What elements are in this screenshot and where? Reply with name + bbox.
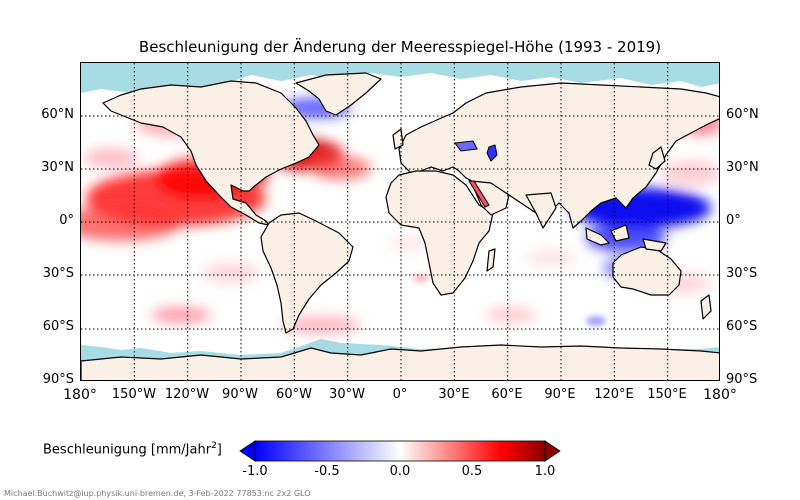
black-sea: [454, 140, 478, 152]
credit-line: Michael.Buchwitz@iup.physik.uni-bremen.d…: [4, 489, 311, 498]
south-america: [260, 212, 354, 334]
colorbar-label-exponent: 2: [211, 441, 217, 451]
lat-label-0-left: 0°: [59, 213, 74, 228]
lon-label-150w: 150°W: [111, 387, 157, 402]
new-zealand: [700, 294, 712, 320]
lat-label-30n-right: 30°N: [726, 160, 759, 175]
africa: [385, 170, 494, 296]
colorbar-tick-0: 0.0: [389, 464, 411, 479]
lat-label-60n-left: 60°N: [41, 107, 74, 122]
lat-label-0-right: 0°: [726, 213, 741, 228]
colorbar-label: Beschleunigung [mm/Jahr2]: [43, 441, 222, 457]
lon-label-0: 0°: [392, 387, 408, 402]
lon-label-180e: 180°: [703, 387, 737, 403]
colorbar-tick-1: 1.0: [534, 464, 556, 479]
colorbar-tick-minus-0-5: -0.5: [314, 464, 340, 479]
lat-label-90s-left: 90°S: [42, 372, 74, 387]
colorbar-tick-0-5: 0.5: [461, 464, 483, 479]
greenland: [295, 72, 382, 116]
caspian-sea: [486, 144, 498, 162]
graticule: [81, 63, 719, 380]
lon-label-90e: 90°E: [544, 387, 576, 402]
colorbar-tick-minus-1: -1.0: [242, 464, 268, 479]
lon-label-180w: 180°: [63, 387, 97, 403]
indonesia: [585, 224, 667, 252]
north-america: [102, 80, 320, 226]
lon-label-150e: 150°E: [647, 387, 687, 402]
map-title: Beschleunigung der Änderung der Meeressp…: [138, 38, 662, 56]
lat-label-30n-left: 30°N: [41, 160, 74, 175]
inland-seas: [454, 140, 498, 208]
lat-label-60s-left: 60°S: [42, 319, 74, 334]
lat-label-30s-right: 30°S: [726, 266, 758, 281]
lon-label-30w: 30°W: [329, 387, 365, 402]
colorbar-extend-max: [544, 440, 561, 462]
lat-label-60s-right: 60°S: [726, 319, 758, 334]
lon-label-120e: 120°E: [594, 387, 634, 402]
lon-label-90w: 90°W: [222, 387, 258, 402]
india: [525, 192, 557, 229]
land: [81, 72, 719, 380]
colorbar: [239, 440, 561, 462]
lon-label-60w: 60°W: [276, 387, 312, 402]
colorbar-label-suffix: ]: [216, 442, 222, 458]
lat-label-90s-right: 90°S: [726, 372, 758, 387]
colorbar-extend-min: [239, 440, 256, 462]
sea-ice-arctic: [81, 63, 719, 93]
map-canvas: [81, 63, 719, 380]
colorbar-label-text: Beschleunigung [mm/Jahr: [43, 442, 212, 458]
lon-label-60e: 60°E: [491, 387, 523, 402]
madagascar: [486, 248, 496, 272]
lat-label-30s-left: 30°S: [42, 266, 74, 281]
japan: [648, 146, 666, 170]
red-sea: [468, 180, 490, 208]
lon-label-120w: 120°W: [164, 387, 210, 402]
lat-label-60n-right: 60°N: [726, 107, 759, 122]
world-map: [80, 62, 720, 381]
australia: [612, 246, 682, 296]
arabia: [470, 180, 510, 216]
colorbar-gradient: [254, 440, 546, 462]
lon-label-30e: 30°E: [438, 387, 470, 402]
